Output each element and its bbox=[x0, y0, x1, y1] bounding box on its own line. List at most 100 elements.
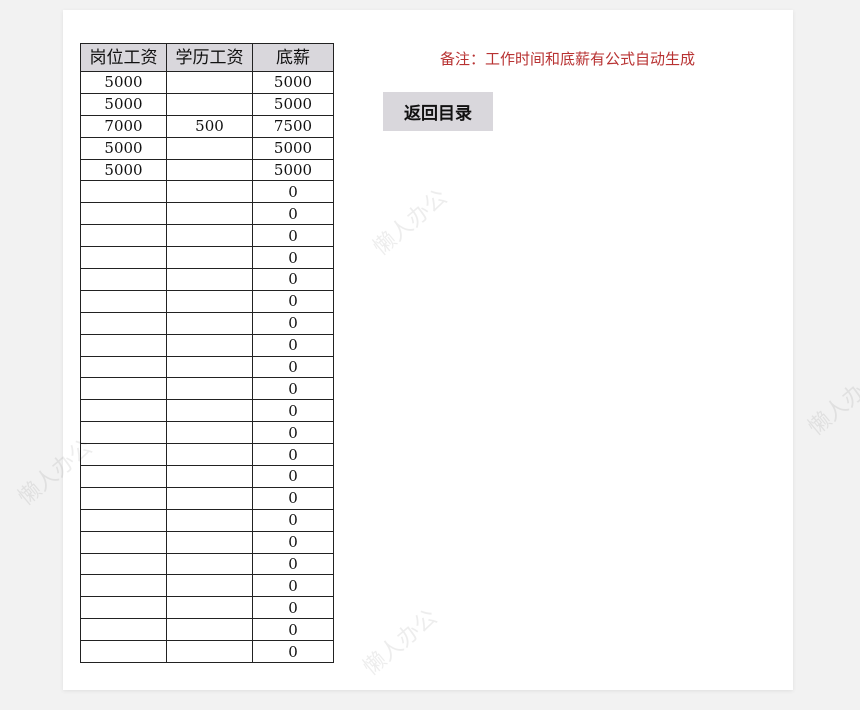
back-to-catalog-button[interactable]: 返回目录 bbox=[383, 92, 493, 131]
table-cell[interactable]: 0 bbox=[252, 530, 334, 554]
sheet-area: 岗位工资 学历工资 底薪 5000 5000 5000 5000 7000 500 7500… bbox=[63, 10, 793, 690]
table-cell[interactable] bbox=[166, 530, 253, 554]
table-row: 5000 5000 bbox=[80, 71, 334, 94]
table-cell[interactable] bbox=[80, 618, 167, 642]
table-cell[interactable]: 0 bbox=[252, 574, 334, 598]
table-cell[interactable]: 0 bbox=[252, 486, 334, 510]
table-cell[interactable] bbox=[166, 92, 253, 116]
table-cell[interactable] bbox=[166, 377, 253, 401]
table-cell[interactable]: 0 bbox=[252, 180, 334, 204]
table-cell[interactable] bbox=[166, 71, 253, 94]
table-cell[interactable]: 0 bbox=[252, 224, 334, 248]
table-cell[interactable] bbox=[166, 224, 253, 248]
table-cell[interactable] bbox=[166, 552, 253, 576]
table-cell[interactable]: 0 bbox=[252, 399, 334, 423]
table-cell[interactable]: 0 bbox=[252, 202, 334, 226]
table-cell[interactable] bbox=[80, 421, 167, 445]
table-row: 0 bbox=[80, 202, 334, 226]
table-cell[interactable] bbox=[80, 530, 167, 554]
table-cell[interactable] bbox=[166, 486, 253, 510]
table-cell[interactable] bbox=[166, 136, 253, 160]
table-cell[interactable]: 0 bbox=[252, 618, 334, 642]
table-row: 0 bbox=[80, 224, 334, 248]
table-row: 7000 500 7500 bbox=[80, 114, 334, 138]
table-cell[interactable]: 5000 bbox=[80, 92, 167, 116]
table-cell[interactable] bbox=[80, 311, 167, 335]
table-cell[interactable]: 0 bbox=[252, 355, 334, 379]
table-cell[interactable]: 0 bbox=[252, 268, 334, 291]
table-cell[interactable]: 0 bbox=[252, 465, 334, 488]
table-row: 0 bbox=[80, 530, 334, 554]
table-cell[interactable] bbox=[80, 465, 167, 488]
table-row: 0 bbox=[80, 355, 334, 379]
table-row: 5000 5000 bbox=[80, 158, 334, 182]
table-cell[interactable]: 0 bbox=[252, 508, 334, 532]
table-cell[interactable] bbox=[80, 574, 167, 598]
table-cell[interactable]: 0 bbox=[252, 640, 334, 664]
table-cell[interactable]: 0 bbox=[252, 377, 334, 401]
table-row: 0 bbox=[80, 640, 334, 664]
table-cell[interactable] bbox=[80, 246, 167, 270]
table-cell[interactable]: 5000 bbox=[252, 158, 334, 182]
table-cell[interactable]: 5000 bbox=[80, 158, 167, 182]
table-cell[interactable]: 0 bbox=[252, 311, 334, 335]
table-cell[interactable]: 0 bbox=[252, 552, 334, 576]
header-post-salary: 岗位工资 bbox=[80, 43, 167, 72]
table-cell[interactable] bbox=[80, 640, 167, 664]
table-cell[interactable]: 7500 bbox=[252, 114, 334, 138]
table-cell[interactable]: 5000 bbox=[80, 71, 167, 94]
table-cell[interactable] bbox=[80, 552, 167, 576]
table-row: 0 bbox=[80, 311, 334, 335]
table-cell[interactable] bbox=[166, 246, 253, 270]
table-cell[interactable] bbox=[80, 399, 167, 423]
table-cell[interactable]: 0 bbox=[252, 246, 334, 270]
table-cell[interactable] bbox=[166, 158, 253, 182]
table-cell[interactable]: 0 bbox=[252, 289, 334, 313]
table-cell[interactable] bbox=[166, 333, 253, 357]
table-cell[interactable] bbox=[166, 289, 253, 313]
table-cell[interactable] bbox=[80, 508, 167, 532]
table-cell[interactable]: 0 bbox=[252, 333, 334, 357]
table-cell[interactable] bbox=[80, 377, 167, 401]
table-cell[interactable] bbox=[166, 596, 253, 620]
table-cell[interactable] bbox=[166, 508, 253, 532]
table-cell[interactable] bbox=[166, 443, 253, 467]
salary-table: 岗位工资 学历工资 底薪 5000 5000 5000 5000 7000 500 7500… bbox=[80, 43, 334, 664]
table-cell[interactable]: 5000 bbox=[252, 71, 334, 94]
table-cell[interactable] bbox=[80, 486, 167, 510]
table-cell[interactable] bbox=[166, 465, 253, 488]
table-cell[interactable] bbox=[166, 640, 253, 664]
table-cell[interactable] bbox=[166, 311, 253, 335]
table-cell[interactable] bbox=[80, 355, 167, 379]
table-cell[interactable] bbox=[80, 268, 167, 291]
table-cell[interactable] bbox=[166, 618, 253, 642]
table-row: 0 bbox=[80, 508, 334, 532]
table-cell[interactable] bbox=[166, 355, 253, 379]
table-header-row: 岗位工资 学历工资 底薪 bbox=[80, 43, 334, 72]
table-cell[interactable] bbox=[166, 268, 253, 291]
table-cell[interactable] bbox=[80, 289, 167, 313]
table-cell[interactable]: 0 bbox=[252, 443, 334, 467]
table-row: 0 bbox=[80, 180, 334, 204]
table-cell[interactable]: 7000 bbox=[80, 114, 167, 138]
table-cell[interactable]: 500 bbox=[166, 114, 253, 138]
table-cell[interactable] bbox=[80, 202, 167, 226]
table-cell[interactable] bbox=[80, 224, 167, 248]
table-cell[interactable]: 0 bbox=[252, 596, 334, 620]
table-cell[interactable] bbox=[166, 399, 253, 423]
table-row: 0 bbox=[80, 246, 334, 270]
table-cell[interactable] bbox=[80, 333, 167, 357]
table-cell[interactable]: 5000 bbox=[80, 136, 167, 160]
table-cell[interactable] bbox=[166, 180, 253, 204]
table-cell[interactable] bbox=[166, 202, 253, 226]
table-cell[interactable]: 0 bbox=[252, 421, 334, 445]
table-cell[interactable] bbox=[166, 574, 253, 598]
table-cell[interactable]: 5000 bbox=[252, 92, 334, 116]
table-row: 0 bbox=[80, 421, 334, 445]
table-cell[interactable] bbox=[80, 180, 167, 204]
table-cell[interactable]: 5000 bbox=[252, 136, 334, 160]
table-cell[interactable] bbox=[166, 421, 253, 445]
table-cell[interactable] bbox=[80, 443, 167, 467]
table-row: 5000 5000 bbox=[80, 92, 334, 116]
table-cell[interactable] bbox=[80, 596, 167, 620]
